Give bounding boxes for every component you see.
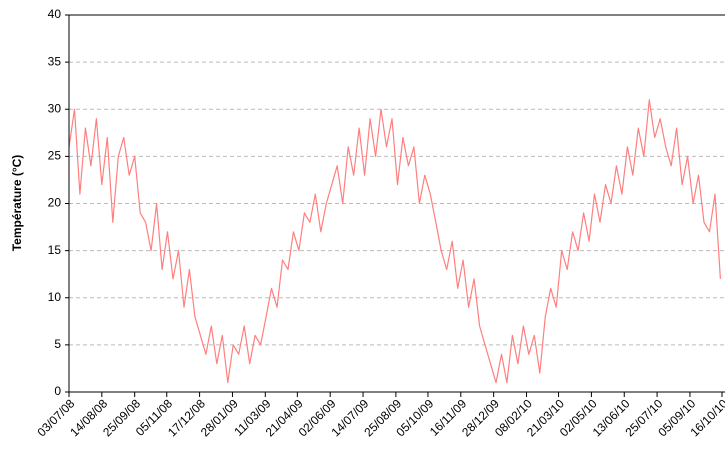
y-tick-label: 10 [48,290,62,304]
y-tick-label: 0 [54,384,61,398]
y-tick-label: 25 [48,149,62,163]
y-tick-label: 40 [48,7,62,21]
y-tick-label: 20 [48,196,62,210]
y-tick-label: 5 [54,337,61,351]
y-tick-label: 30 [48,101,62,115]
y-tick-label: 35 [48,54,62,68]
y-axis-label: Température (°C) [10,155,24,252]
y-tick-label: 15 [48,243,62,257]
series-line [68,99,721,384]
